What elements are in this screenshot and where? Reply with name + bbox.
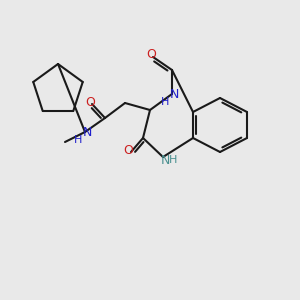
Text: N: N [160, 154, 170, 166]
Text: H: H [169, 155, 177, 165]
Text: H: H [161, 97, 169, 107]
Text: O: O [123, 143, 133, 157]
Text: O: O [85, 95, 95, 109]
Text: N: N [82, 125, 92, 139]
Text: N: N [169, 88, 179, 100]
Text: O: O [146, 49, 156, 62]
Text: H: H [74, 135, 82, 145]
